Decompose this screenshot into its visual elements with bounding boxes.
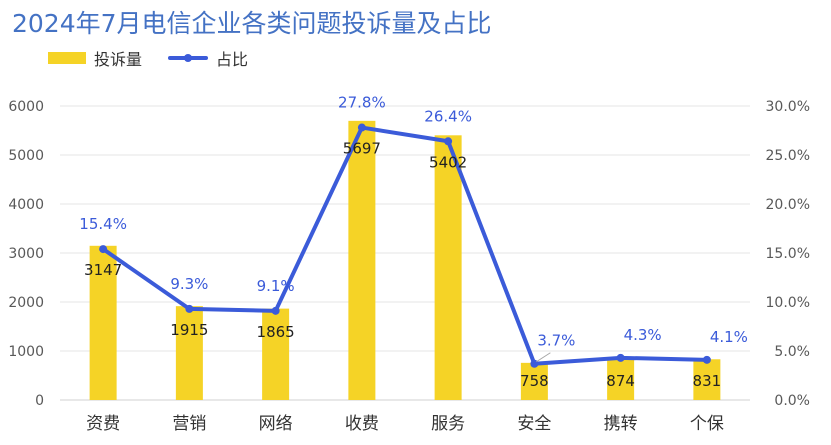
bar-value-label: 5697: [343, 140, 381, 158]
line-value-label: 15.4%: [79, 215, 127, 233]
line-value-label: 3.7%: [537, 332, 575, 350]
bar: [607, 357, 635, 400]
line-point: [702, 355, 711, 364]
legend-label-bar: 投诉量: [94, 50, 143, 69]
bar: [89, 245, 117, 400]
legend-swatch-line: [168, 52, 209, 64]
line-value-label: 9.1%: [257, 277, 295, 295]
line-point: [271, 306, 280, 315]
bar: [175, 306, 203, 400]
bar-value-label: 1915: [170, 321, 208, 339]
bar-value-label: 3147: [84, 261, 122, 279]
legend-item-bar: 投诉量: [48, 46, 142, 70]
y-left-tick-label: 6000: [8, 99, 44, 115]
y-left-tick-label: 0: [35, 393, 44, 409]
bar: [348, 120, 376, 401]
y-left-tick-label: 2000: [8, 295, 44, 311]
line-point: [357, 123, 366, 132]
y-right-tick-label: 25.0%: [766, 148, 810, 164]
line-value-label: 4.3%: [624, 326, 662, 344]
x-tick-label: 网络: [259, 414, 293, 434]
legend-item-line: 占比: [168, 46, 248, 70]
bar-value-label: 874: [606, 372, 635, 390]
bar: [520, 362, 548, 400]
y-left-tick-label: 3000: [8, 246, 44, 262]
line-series: [101, 125, 709, 366]
legend-label-line: 占比: [216, 50, 249, 69]
y-right-tick-label: 0.0%: [774, 393, 810, 409]
line-value-label: 27.8%: [338, 94, 386, 112]
y-left-tick-label: 5000: [8, 148, 44, 164]
y-right-tick-label: 10.0%: [766, 295, 810, 311]
x-tick-label: 个保: [690, 414, 724, 434]
y-right-tick-label: 15.0%: [766, 246, 810, 262]
y-right-tick-label: 30.0%: [766, 99, 810, 115]
line-value-label: 26.4%: [424, 107, 472, 125]
line-value-label: 9.3%: [170, 275, 208, 293]
y-left-tick-label: 4000: [8, 197, 44, 213]
bar-value-label: 831: [693, 372, 722, 390]
line-point: [444, 137, 453, 146]
bar-value-label: 5402: [429, 153, 467, 171]
x-tick-label: 安全: [517, 414, 551, 434]
bar-value-label: 1865: [257, 323, 295, 341]
line-point: [185, 304, 194, 313]
legend: 投诉量 占比: [48, 46, 274, 70]
bar: [262, 308, 290, 400]
x-tick-label: 收费: [345, 414, 379, 434]
x-tick-label: 携转: [604, 414, 638, 434]
x-tick-label: 营销: [172, 414, 206, 434]
line-point: [99, 245, 108, 254]
data-label-leader: [536, 352, 551, 363]
bar: [434, 135, 462, 400]
bar: [693, 359, 721, 400]
x-tick-label: 资费: [86, 414, 120, 434]
bar-value-label: 758: [520, 372, 549, 390]
chart-title: 2024年7月电信企业各类问题投诉量及占比: [12, 9, 492, 38]
line-value-label: 4.1%: [710, 328, 748, 346]
y-right-tick-label: 5.0%: [774, 344, 810, 360]
legend-swatch-bar: [48, 52, 86, 64]
x-tick-label: 服务: [431, 414, 465, 434]
y-left-tick-label: 1000: [8, 344, 44, 360]
line-point: [616, 353, 625, 362]
y-right-tick-label: 20.0%: [766, 197, 810, 213]
